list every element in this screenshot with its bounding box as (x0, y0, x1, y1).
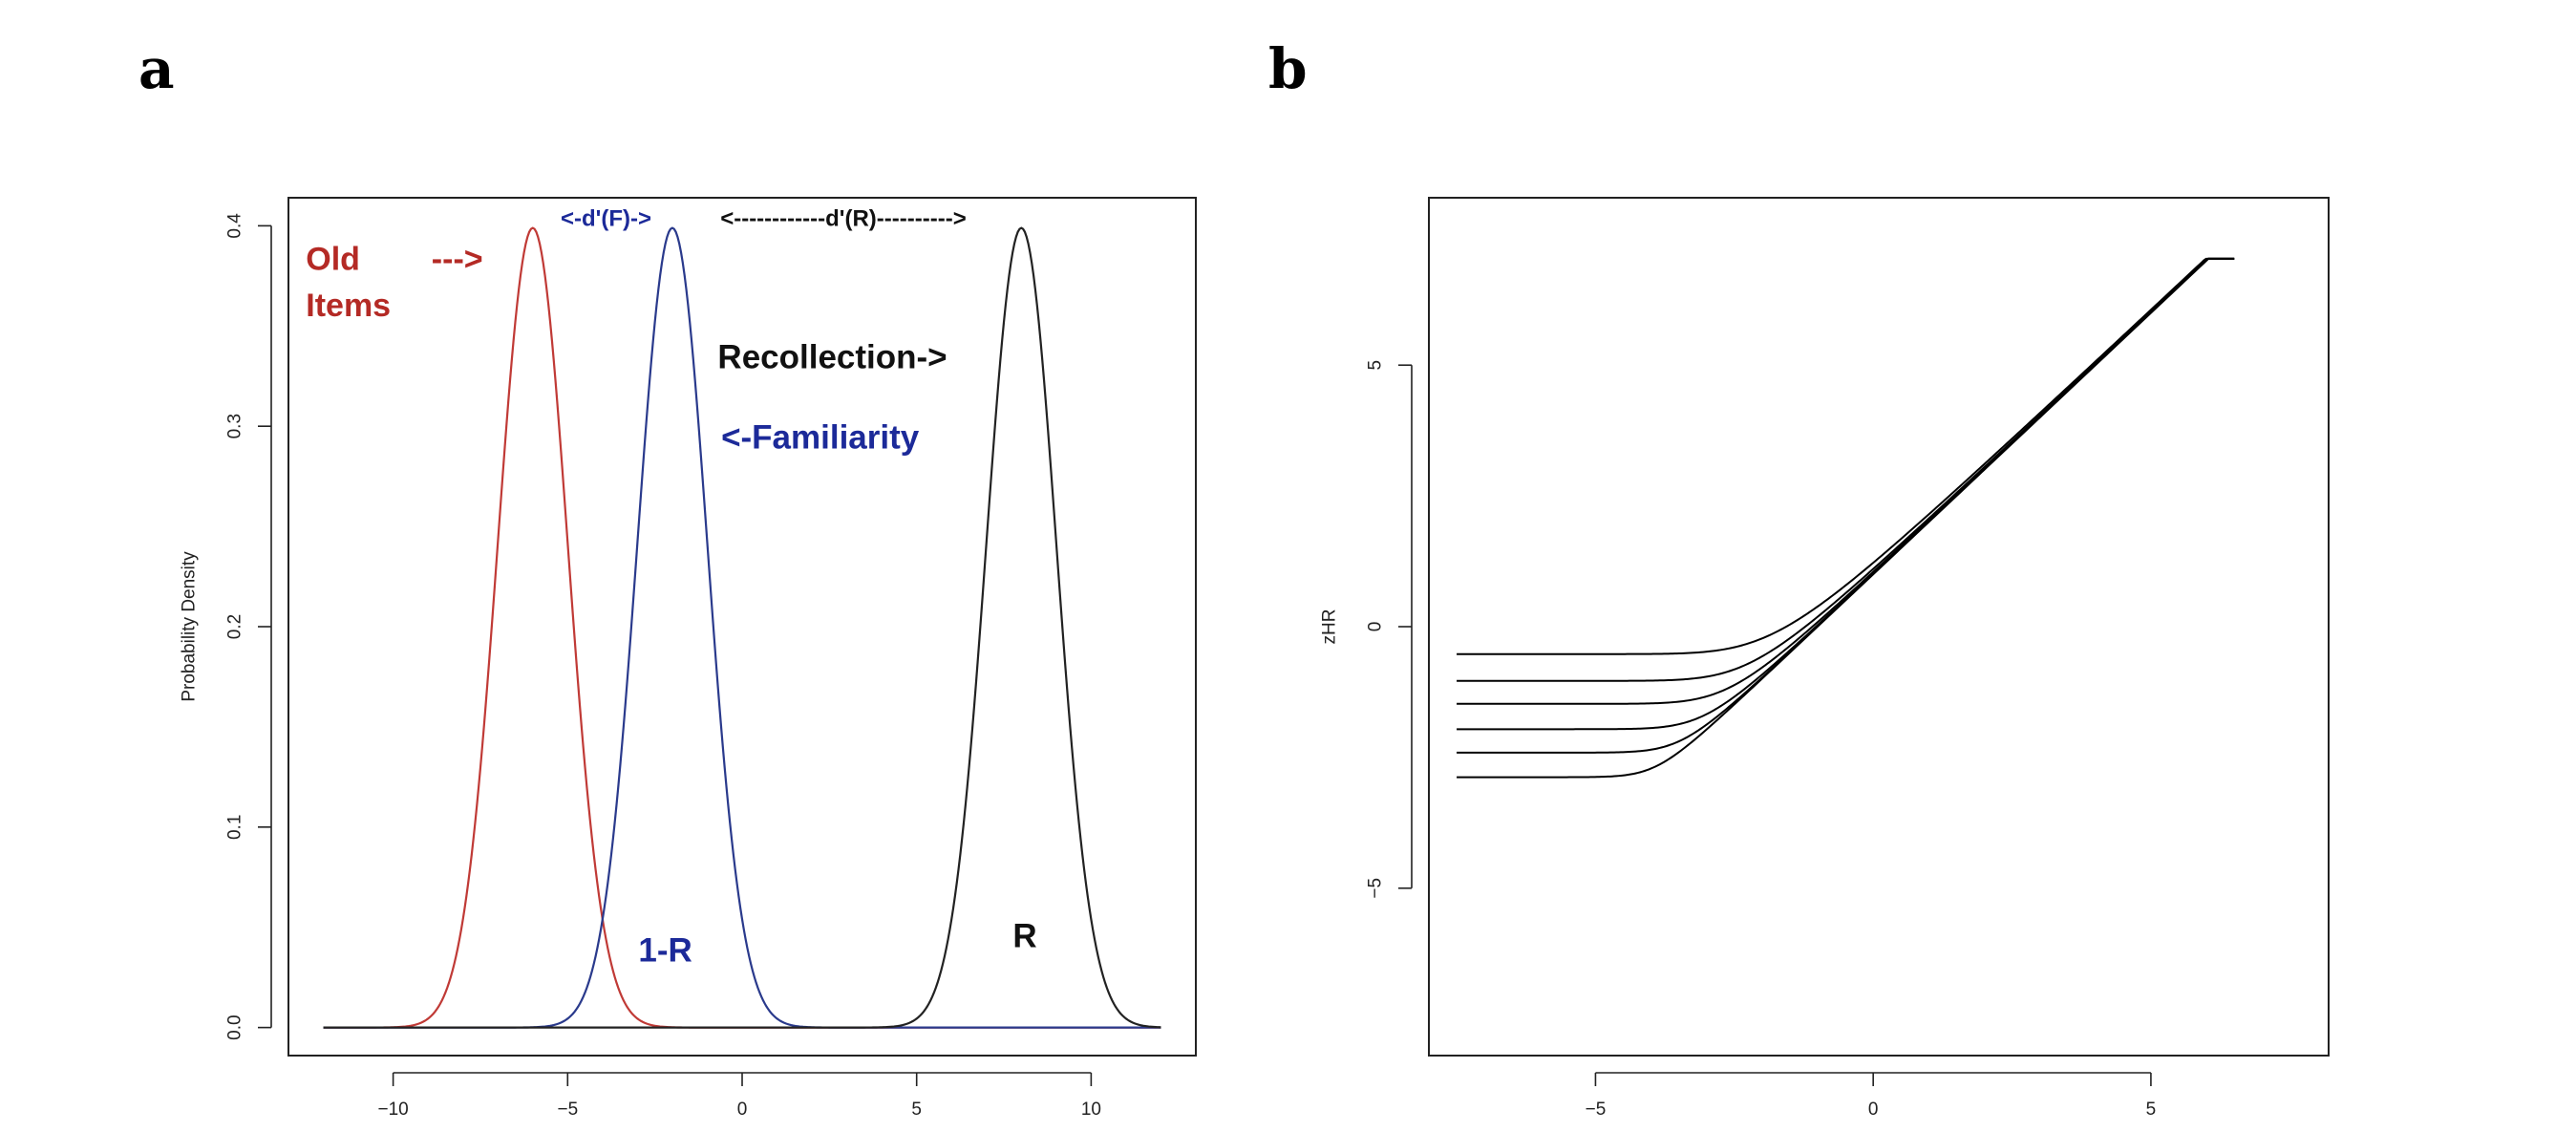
zroc-curve-2 (1457, 257, 2235, 682)
x-tick-label: −5 (1586, 1100, 1607, 1120)
density-curve-3 (323, 226, 1161, 1029)
y-tick-label: 0.1 (225, 815, 245, 840)
x-tick-label: 0 (737, 1100, 748, 1120)
zroc-curve-4 (1457, 257, 2235, 731)
zroc-curve-6 (1457, 257, 2235, 779)
y-tick-label: 5 (1366, 360, 1386, 371)
annotation-recollection: Recollection-> (717, 338, 947, 375)
annotation-d-prime-f: <-d'(F)-> (561, 205, 651, 231)
y-axis-title: zHR (1320, 609, 1340, 645)
annotation-one-minus-r: 1-R (638, 931, 692, 969)
annotation-d-prime-r: <------------d'(R)----------> (720, 205, 967, 231)
y-tick-label: 0.4 (225, 213, 245, 239)
y-tick-label: 0.3 (225, 414, 245, 438)
x-tick-label: 5 (2146, 1100, 2157, 1120)
y-tick-label: 0 (1366, 622, 1386, 632)
annotation-old-items-1: Old (306, 242, 360, 278)
zroc-curve-1 (1457, 257, 2235, 655)
panel-a-label: a (138, 36, 175, 101)
annotation-old-items-arrow: ---> (432, 242, 483, 278)
plot-frame (1428, 197, 2330, 1057)
chart-b: −505−505zFARzHR (1320, 197, 2330, 1120)
y-tick-label: 0.0 (225, 1015, 245, 1039)
plot-frame (287, 197, 1197, 1057)
x-tick-label: −5 (557, 1100, 578, 1120)
y-tick-label: −5 (1366, 878, 1386, 899)
annotation-r-label: R (1012, 918, 1036, 955)
annotation-familiarity: <-Familiarity (721, 418, 920, 456)
x-tick-label: 0 (1868, 1100, 1879, 1120)
annotation-old-items-2: Items (306, 288, 391, 324)
panel-b-label: b (1268, 36, 1308, 101)
y-tick-label: 0.2 (225, 614, 245, 639)
y-axis-title: Probability Density (180, 551, 200, 702)
x-tick-label: 5 (911, 1100, 922, 1120)
zroc-curve-5 (1457, 257, 2235, 754)
chart-a: −10−505100.00.10.20.30.4StrengthProbabil… (180, 197, 1197, 1120)
x-tick-label: 10 (1081, 1100, 1101, 1120)
zroc-curve-3 (1457, 257, 2235, 705)
x-tick-label: −10 (377, 1100, 408, 1120)
